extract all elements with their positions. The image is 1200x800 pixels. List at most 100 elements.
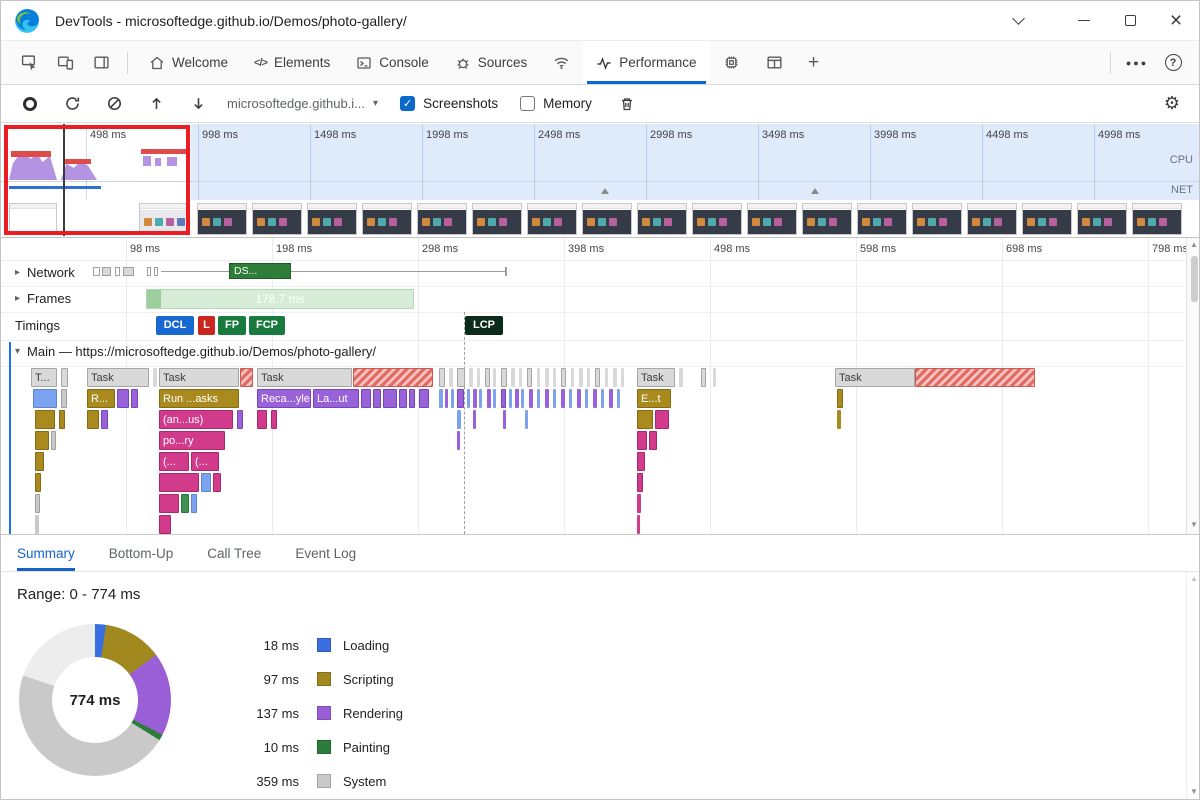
flame-bar[interactable] bbox=[571, 368, 574, 387]
flame-bar[interactable] bbox=[837, 410, 841, 429]
filmstrip-thumbnail[interactable] bbox=[857, 203, 907, 235]
flame-bar[interactable] bbox=[915, 368, 1035, 387]
flame-bar[interactable]: (... bbox=[159, 452, 189, 471]
tab-sources[interactable]: Sources bbox=[442, 41, 541, 84]
flame-bar[interactable] bbox=[35, 452, 44, 471]
tab-memory[interactable] bbox=[710, 41, 753, 84]
filmstrip-thumbnail[interactable] bbox=[912, 203, 962, 235]
flame-bar[interactable] bbox=[181, 494, 189, 513]
flame-bar[interactable] bbox=[159, 515, 171, 534]
flame-bar[interactable] bbox=[445, 389, 448, 408]
scroll-up-icon[interactable]: ▲ bbox=[1190, 240, 1198, 249]
flame-bar[interactable] bbox=[383, 389, 397, 408]
flame-bar[interactable]: E...t bbox=[637, 389, 671, 408]
flame-bar[interactable] bbox=[609, 389, 613, 408]
filmstrip-thumbnail[interactable] bbox=[747, 203, 797, 235]
flame-bar[interactable] bbox=[501, 389, 506, 408]
flame-bar[interactable]: Task bbox=[835, 368, 915, 387]
close-button[interactable]: × bbox=[1153, 1, 1199, 40]
timing-badge-dcl[interactable]: DCL bbox=[156, 316, 194, 335]
tab-application[interactable] bbox=[753, 41, 796, 84]
timing-badge-lcp[interactable]: LCP bbox=[465, 316, 503, 335]
flame-bar[interactable]: R... bbox=[87, 389, 115, 408]
flame-bar[interactable]: Run ...asks bbox=[159, 389, 239, 408]
flame-chart[interactable]: T... Task Task Task Task Task R... Run ...asks R… bbox=[1, 366, 1184, 534]
flame-bar[interactable] bbox=[649, 431, 657, 450]
summary-scrollbar[interactable]: ▲ ▼ bbox=[1186, 572, 1199, 799]
frames-track-toggle[interactable]: ▸ Frames bbox=[15, 291, 71, 306]
timing-badge-fp[interactable]: FP bbox=[218, 316, 246, 335]
flame-bar[interactable] bbox=[257, 410, 267, 429]
network-request-bar[interactable] bbox=[147, 267, 151, 276]
filmstrip-thumbnail[interactable] bbox=[637, 203, 687, 235]
flame-bar[interactable]: (... bbox=[191, 452, 219, 471]
filmstrip-thumbnail[interactable] bbox=[1022, 203, 1072, 235]
device-emulation-button[interactable] bbox=[47, 45, 83, 81]
profile-select[interactable]: microsoftedge.github.i... ▾ bbox=[227, 96, 378, 111]
flame-bar[interactable] bbox=[561, 368, 566, 387]
flame-bar[interactable] bbox=[679, 368, 683, 387]
filmstrip-thumbnail[interactable] bbox=[527, 203, 577, 235]
flame-bar[interactable] bbox=[509, 389, 512, 408]
filmstrip-thumbnail[interactable] bbox=[9, 203, 57, 235]
flame-bar[interactable] bbox=[35, 410, 55, 429]
flame-bar[interactable] bbox=[457, 389, 464, 408]
network-request-bar[interactable] bbox=[93, 267, 100, 276]
flame-bar[interactable] bbox=[457, 368, 465, 387]
flame-bar[interactable] bbox=[117, 389, 129, 408]
scroll-down-icon[interactable]: ▼ bbox=[1190, 787, 1198, 796]
waterfall-scrollbar[interactable]: ▲ ▼ bbox=[1186, 238, 1199, 534]
flame-bar[interactable] bbox=[637, 410, 653, 429]
flame-bar[interactable] bbox=[159, 473, 199, 492]
filmstrip-thumbnail[interactable] bbox=[417, 203, 467, 235]
flame-bar[interactable] bbox=[515, 389, 519, 408]
flame-bar[interactable] bbox=[467, 389, 470, 408]
flame-bar[interactable] bbox=[101, 410, 108, 429]
main-track-toggle[interactable]: ▾ Main — https://microsoftedge.github.io… bbox=[15, 344, 376, 359]
flame-bar[interactable] bbox=[553, 368, 556, 387]
flame-bar[interactable] bbox=[585, 389, 588, 408]
dock-side-button[interactable] bbox=[995, 1, 1041, 40]
flame-bar[interactable] bbox=[617, 389, 620, 408]
filmstrip-thumbnail[interactable] bbox=[139, 203, 187, 235]
flame-bar[interactable] bbox=[637, 431, 647, 450]
flame-bar[interactable] bbox=[485, 368, 490, 387]
flame-bar[interactable]: po...ry bbox=[159, 431, 225, 450]
tab-call-tree[interactable]: Call Tree bbox=[207, 535, 261, 571]
flame-bar[interactable] bbox=[537, 368, 540, 387]
filmstrip-thumbnail[interactable] bbox=[1132, 203, 1182, 235]
filmstrip-thumbnail[interactable] bbox=[802, 203, 852, 235]
flame-bar[interactable]: La...ut bbox=[313, 389, 359, 408]
flame-bar[interactable] bbox=[237, 410, 243, 429]
flame-bar[interactable] bbox=[837, 389, 843, 408]
flame-bar[interactable] bbox=[457, 410, 461, 429]
flame-bar[interactable] bbox=[595, 368, 600, 387]
tab-elements[interactable]: </> Elements bbox=[241, 41, 343, 84]
network-request-bar[interactable] bbox=[123, 267, 134, 276]
record-button[interactable] bbox=[9, 87, 51, 121]
memory-checkbox[interactable]: Memory bbox=[520, 96, 592, 111]
timing-badge-l[interactable]: L bbox=[198, 316, 215, 335]
flame-bar[interactable] bbox=[525, 410, 528, 429]
flame-bar[interactable] bbox=[439, 389, 443, 408]
flame-bar[interactable] bbox=[569, 389, 572, 408]
flame-bar[interactable] bbox=[59, 410, 65, 429]
flame-bar[interactable] bbox=[240, 368, 253, 387]
delete-recording-button[interactable] bbox=[606, 87, 648, 121]
tab-performance[interactable]: Performance bbox=[583, 41, 710, 84]
screenshots-checkbox[interactable]: ✓ Screenshots bbox=[400, 96, 498, 111]
tab-bottom-up[interactable]: Bottom-Up bbox=[109, 535, 174, 571]
flame-bar[interactable] bbox=[153, 368, 157, 387]
capture-settings-button[interactable]: ⚙ bbox=[1151, 87, 1193, 121]
flame-bar[interactable] bbox=[593, 389, 597, 408]
network-request-bar[interactable]: DS... bbox=[229, 263, 291, 279]
flame-bar[interactable] bbox=[553, 389, 556, 408]
flame-bar[interactable] bbox=[473, 389, 477, 408]
inspect-button[interactable] bbox=[11, 45, 47, 81]
flame-bar[interactable]: Task bbox=[257, 368, 352, 387]
flame-bar[interactable] bbox=[35, 431, 49, 450]
flame-bar[interactable] bbox=[503, 410, 506, 429]
flame-bar[interactable] bbox=[469, 368, 473, 387]
more-tools-button[interactable]: ●●● bbox=[1119, 45, 1155, 81]
flame-bar[interactable] bbox=[519, 368, 522, 387]
